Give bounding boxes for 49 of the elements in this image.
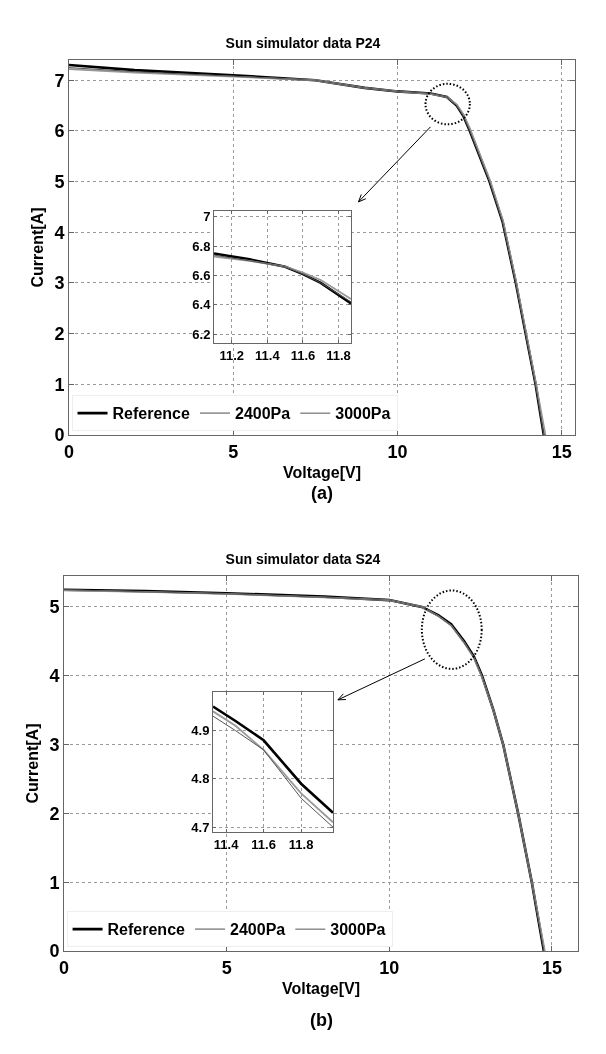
y-tick-label: 0: [49, 941, 60, 962]
y-tick-label: 2: [49, 803, 60, 824]
y-tick-label: 7: [203, 209, 211, 225]
x-tick-label: 11.8: [326, 347, 351, 363]
y-tick-label: 4.8: [191, 771, 210, 787]
legend-label: 3000Pa: [335, 405, 391, 423]
y-tick-label: 7: [54, 70, 65, 91]
y-tick-label: 6.6: [192, 268, 211, 284]
y-tick-label: 1: [54, 374, 65, 395]
x-tick-label: 11.4: [213, 836, 240, 852]
y-axis-title: Current[A]: [24, 723, 42, 804]
legend-label: 3000Pa: [330, 921, 386, 939]
x-tick-label: 11.4: [255, 347, 281, 363]
chart-title: Sun simulator data P24: [225, 34, 381, 51]
y-tick-label: 4.7: [191, 819, 210, 835]
y-tick-label: 2: [54, 323, 65, 344]
x-axis-title: Voltage[V]: [282, 980, 360, 998]
y-tick-label: 6.4: [192, 297, 212, 313]
legend-label: 2400Pa: [230, 921, 286, 939]
y-tick-label: 1: [49, 872, 60, 893]
y-tick-label: 3: [49, 734, 60, 755]
y-tick-label: 0: [54, 425, 65, 446]
y-tick-label: 4.9: [191, 723, 210, 739]
y-tick-label: 4: [54, 222, 65, 243]
chart-title: Sun simulator data S24: [225, 550, 381, 567]
y-tick-label: 5: [54, 171, 65, 192]
x-tick-label: 5: [228, 441, 239, 462]
x-tick-label: 10: [379, 957, 400, 978]
y-tick-label: 6: [54, 121, 65, 142]
text: (a): [311, 483, 333, 503]
y-axis-title: Current[A]: [29, 207, 47, 288]
x-tick-label: 10: [387, 441, 408, 462]
legend-label: 2400Pa: [235, 405, 291, 423]
y-tick-label: 6.8: [192, 238, 211, 254]
text: (b): [310, 1010, 333, 1030]
x-tick-label: 15: [551, 441, 572, 462]
y-tick-label: 5: [49, 597, 60, 618]
x-tick-label: 11.2: [219, 347, 245, 363]
x-axis-title: Voltage[V]: [283, 464, 361, 482]
y-tick-label: 3: [54, 273, 65, 294]
x-tick-label: 15: [541, 957, 562, 978]
y-tick-label: 4: [49, 666, 60, 687]
legend-label: Reference: [112, 405, 191, 423]
x-tick-label: 11.6: [290, 347, 316, 363]
x-tick-label: 11.6: [251, 836, 276, 852]
x-tick-label: 11.8: [288, 836, 314, 852]
y-tick-label: 6.2: [192, 326, 211, 342]
x-tick-label: 5: [221, 957, 232, 978]
legend-label: Reference: [107, 921, 186, 939]
